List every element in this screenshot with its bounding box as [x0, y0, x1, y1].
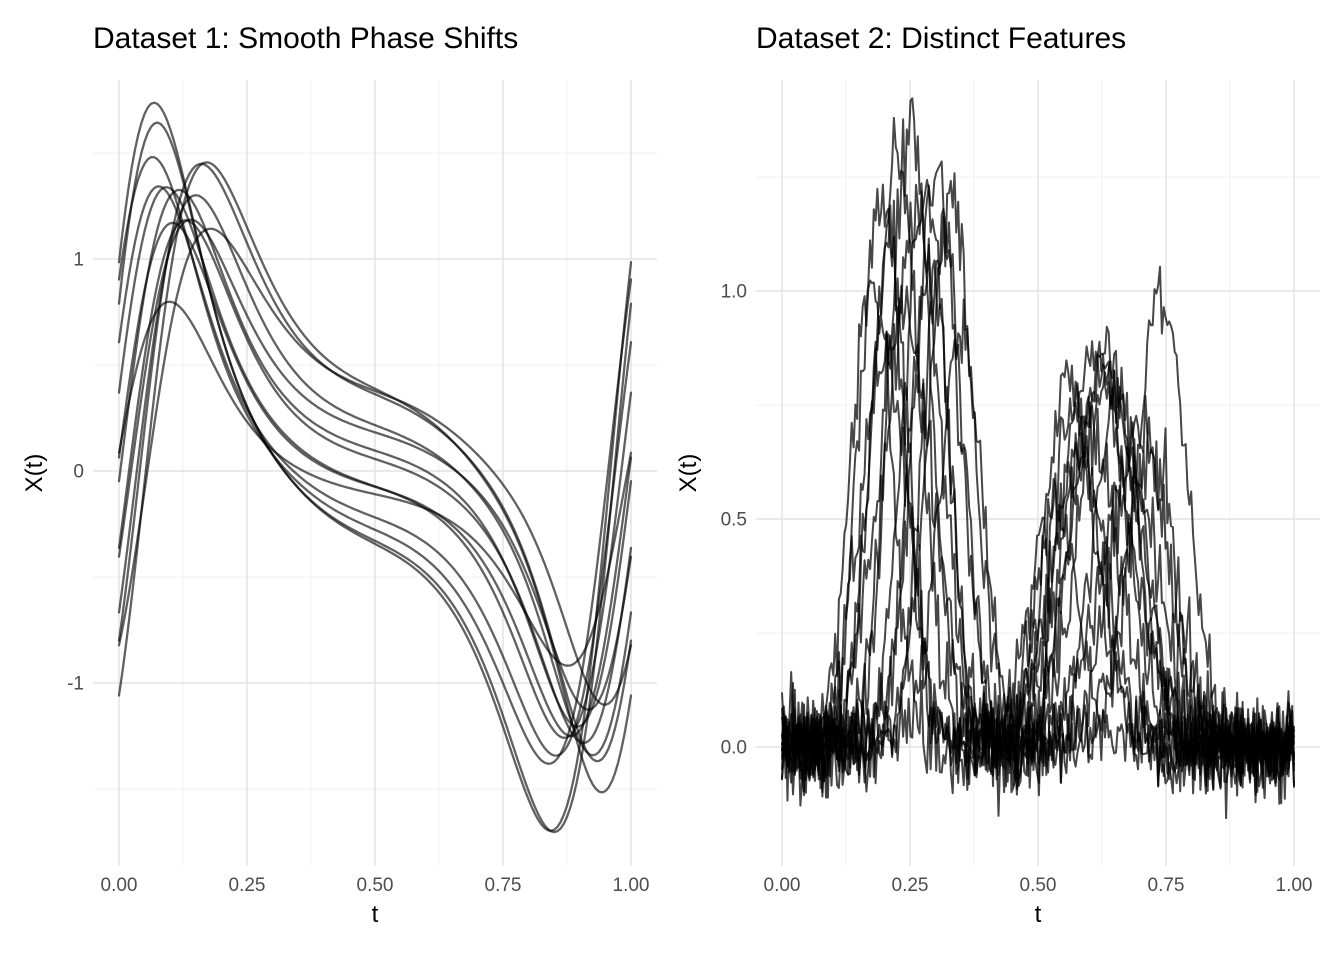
- curve-line: [781, 237, 1295, 795]
- panel-1-x-axis-label: t: [371, 901, 379, 928]
- curve-line: [117, 185, 633, 757]
- x-tick-label: 0.25: [892, 875, 929, 896]
- x-tick-label: 0.00: [101, 875, 138, 896]
- curve-line: [117, 227, 633, 706]
- y-tick-label: -1: [67, 674, 84, 695]
- y-tick-label: 0.5: [721, 510, 747, 531]
- curve-line: [117, 300, 633, 667]
- x-tick-label: 0.25: [229, 875, 266, 896]
- panel-2-curves: [781, 97, 1295, 820]
- y-tick-label: 1.0: [721, 282, 747, 303]
- panel-1-title: Dataset 1: Smooth Phase Shifts: [93, 22, 519, 55]
- y-tick-label: 0: [73, 462, 84, 483]
- curve-line: [117, 194, 633, 757]
- x-tick-label: 1.00: [1276, 875, 1313, 896]
- x-tick-label: 0.50: [1020, 875, 1057, 896]
- panel-1-y-axis-label: X(t): [21, 453, 48, 493]
- curve-line: [781, 298, 1295, 794]
- panel-1-curves: [117, 101, 633, 834]
- y-tick-label: 1: [73, 250, 84, 271]
- x-tick-label: 0.75: [485, 875, 522, 896]
- x-tick-label: 0.00: [764, 875, 801, 896]
- panel-2-y-axis-label: X(t): [675, 453, 702, 493]
- y-tick-label: 0.0: [721, 738, 747, 759]
- panel-2-x-axis-label: t: [1034, 901, 1042, 928]
- x-tick-label: 0.50: [357, 875, 394, 896]
- x-tick-label: 1.00: [613, 875, 650, 896]
- curve-line: [117, 219, 633, 745]
- curve-line: [117, 161, 633, 794]
- x-tick-label: 0.75: [1148, 875, 1185, 896]
- curve-line: [781, 97, 1295, 797]
- curve-line: [781, 330, 1295, 795]
- curve-line: [117, 221, 633, 738]
- panel-2-title: Dataset 2: Distinct Features: [756, 22, 1127, 55]
